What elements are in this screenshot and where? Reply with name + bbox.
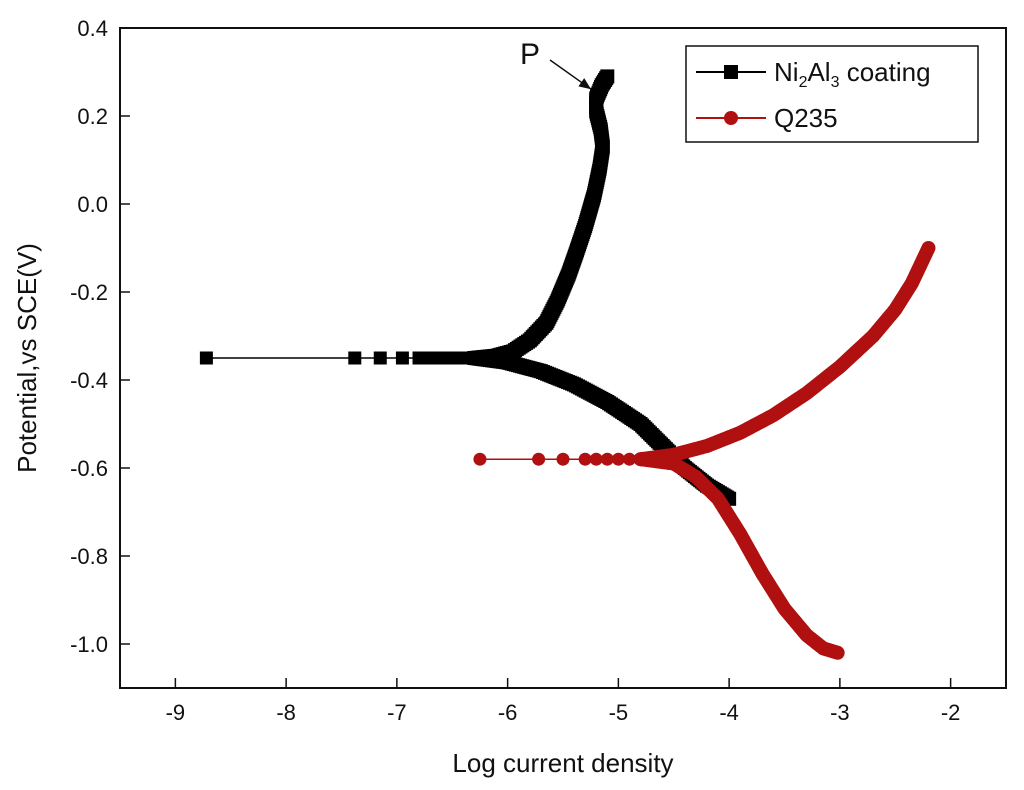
data-point xyxy=(456,351,470,365)
legend-label: Ni2Al3 coating xyxy=(774,57,931,91)
data-point xyxy=(600,452,614,466)
data-point xyxy=(556,452,570,466)
data-point xyxy=(532,452,546,466)
legend-items: Ni2Al3 coating Q235 xyxy=(696,57,931,133)
data-point xyxy=(348,351,362,365)
series-1 xyxy=(473,241,936,660)
data-point xyxy=(412,351,426,365)
data-point xyxy=(373,351,387,365)
y-tick-label: 0.2 xyxy=(77,104,108,129)
data-point xyxy=(395,351,409,365)
data-point xyxy=(589,452,603,466)
y-tick-label: 0.0 xyxy=(77,192,108,217)
x-tick-label: -6 xyxy=(498,700,518,725)
x-tick-label: -3 xyxy=(830,700,850,725)
legend-item-0: Ni2Al3 coating xyxy=(696,57,931,91)
legend-item-1: Q235 xyxy=(696,103,838,133)
legend-label: Q235 xyxy=(774,103,838,133)
y-tick-label: -0.4 xyxy=(70,368,108,393)
series-group xyxy=(199,69,936,660)
legend-box xyxy=(685,45,979,143)
y-tick-label: 0.4 xyxy=(77,16,108,41)
data-point xyxy=(578,452,592,466)
data-point xyxy=(199,351,213,365)
x-tick-label: -2 xyxy=(941,700,961,725)
legend-marker xyxy=(724,111,738,125)
plot-frame xyxy=(119,27,1007,689)
data-point xyxy=(434,351,448,365)
data-point xyxy=(830,645,845,660)
data-point xyxy=(622,452,636,466)
data-point xyxy=(445,351,459,365)
plot-frame-group xyxy=(119,27,1007,689)
y-axis-title: Potential,vs SCE(V) xyxy=(12,243,42,473)
legend: Ni2Al3 coating Q235 xyxy=(685,45,979,143)
x-axis-title: Log current density xyxy=(452,748,673,778)
y-tick-label: -0.2 xyxy=(70,280,108,305)
annotation-label: P xyxy=(520,38,540,71)
data-point xyxy=(473,452,487,466)
x-tick-label: -7 xyxy=(387,700,407,725)
x-tick-label: -4 xyxy=(719,700,739,725)
data-point xyxy=(611,452,625,466)
x-tick-label: -5 xyxy=(609,700,629,725)
y-tick-label: -1.0 xyxy=(70,632,108,657)
y-tick-label: -0.6 xyxy=(70,456,108,481)
x-tick-label: -9 xyxy=(166,700,186,725)
x-tick-label: -8 xyxy=(276,700,296,725)
data-point xyxy=(423,351,437,365)
legend-marker xyxy=(724,65,738,79)
series-0 xyxy=(199,69,737,506)
annotation-group: P xyxy=(520,38,592,90)
data-point xyxy=(600,69,615,84)
y-tick-label: -0.8 xyxy=(70,544,108,569)
annotation-arrowhead xyxy=(578,78,592,90)
data-point xyxy=(921,241,936,255)
axis-ticks: -9 -8 -7 -6 -5 -4 -3 -2 0.4 0.2 0.0 -0.2 -0.4 -0.6 -0.… xyxy=(70,16,960,725)
